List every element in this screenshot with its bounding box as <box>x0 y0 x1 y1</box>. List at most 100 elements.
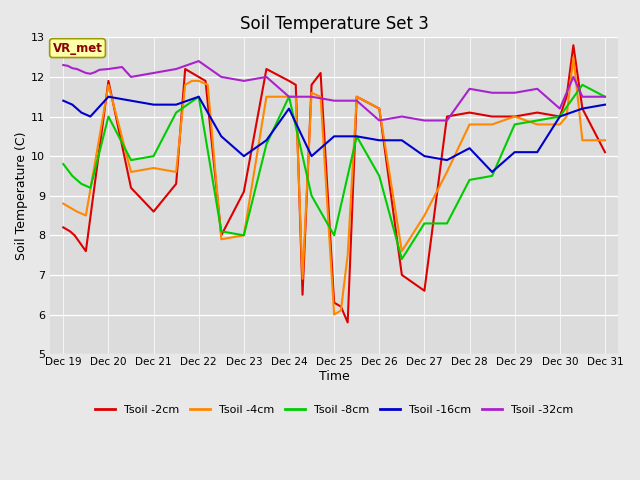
Tsoil -2cm <box>511 114 518 120</box>
Tsoil -2cm <box>60 225 67 230</box>
Tsoil -8cm <box>104 114 112 120</box>
Tsoil -4cm <box>511 114 518 120</box>
Tsoil -8cm <box>195 94 202 100</box>
Tsoil -4cm <box>262 94 270 100</box>
Tsoil -2cm <box>533 110 541 116</box>
Tsoil -16cm <box>601 102 609 108</box>
Tsoil -2cm <box>292 82 300 88</box>
Tsoil -32cm <box>511 90 518 96</box>
Tsoil -32cm <box>82 70 90 76</box>
Tsoil -32cm <box>420 118 428 123</box>
Line: Tsoil -2cm: Tsoil -2cm <box>63 45 605 323</box>
Tsoil -2cm <box>579 106 586 111</box>
Tsoil -8cm <box>511 121 518 127</box>
Tsoil -32cm <box>127 74 135 80</box>
Tsoil -4cm <box>285 94 293 100</box>
Tsoil -4cm <box>218 236 225 242</box>
Tsoil -2cm <box>202 78 209 84</box>
Tsoil -8cm <box>150 153 157 159</box>
Tsoil -8cm <box>376 173 383 179</box>
Tsoil -16cm <box>511 149 518 155</box>
Tsoil -4cm <box>533 121 541 127</box>
Tsoil -4cm <box>188 78 196 84</box>
Tsoil -4cm <box>443 169 451 175</box>
Tsoil -32cm <box>86 71 94 77</box>
Tsoil -4cm <box>308 90 316 96</box>
Tsoil -16cm <box>60 98 67 104</box>
Tsoil -16cm <box>262 137 270 143</box>
Tsoil -16cm <box>533 149 541 155</box>
Tsoil -8cm <box>466 177 474 183</box>
Tsoil -4cm <box>172 169 180 175</box>
Tsoil -8cm <box>488 173 496 179</box>
Tsoil -4cm <box>466 121 474 127</box>
Tsoil -32cm <box>172 66 180 72</box>
Tsoil -16cm <box>285 106 293 111</box>
Tsoil -8cm <box>285 94 293 100</box>
Tsoil -32cm <box>556 106 564 111</box>
Y-axis label: Soil Temperature (C): Soil Temperature (C) <box>15 132 28 260</box>
Tsoil -32cm <box>488 90 496 96</box>
Tsoil -16cm <box>556 114 564 120</box>
Tsoil -8cm <box>127 157 135 163</box>
Tsoil -32cm <box>570 74 577 80</box>
Tsoil -4cm <box>204 82 212 88</box>
Tsoil -2cm <box>172 181 180 187</box>
Tsoil -2cm <box>353 94 360 100</box>
Tsoil -8cm <box>308 193 316 199</box>
Tsoil -32cm <box>398 114 406 120</box>
Line: Tsoil -16cm: Tsoil -16cm <box>63 97 605 172</box>
Tsoil -4cm <box>376 106 383 111</box>
Tsoil -32cm <box>330 98 338 104</box>
Tsoil -16cm <box>308 153 316 159</box>
Tsoil -32cm <box>104 66 112 72</box>
Tsoil -2cm <box>240 189 248 195</box>
Tsoil -2cm <box>330 300 338 305</box>
Tsoil -2cm <box>317 70 324 76</box>
Tsoil -16cm <box>376 137 383 143</box>
Tsoil -2cm <box>66 228 74 234</box>
Tsoil -4cm <box>420 213 428 218</box>
Tsoil -8cm <box>68 173 76 179</box>
X-axis label: Time: Time <box>319 370 349 383</box>
Tsoil -16cm <box>353 133 360 139</box>
Tsoil -4cm <box>181 82 189 88</box>
Tsoil -32cm <box>579 94 586 100</box>
Tsoil -16cm <box>398 137 406 143</box>
Tsoil -16cm <box>420 153 428 159</box>
Tsoil -16cm <box>172 102 180 108</box>
Tsoil -8cm <box>579 82 586 88</box>
Tsoil -4cm <box>337 308 345 313</box>
Tsoil -2cm <box>195 74 202 80</box>
Tsoil -2cm <box>376 106 383 111</box>
Tsoil -4cm <box>299 276 307 282</box>
Tsoil -4cm <box>104 82 112 88</box>
Tsoil -2cm <box>570 42 577 48</box>
Tsoil -8cm <box>77 181 85 187</box>
Tsoil -4cm <box>82 213 90 218</box>
Tsoil -2cm <box>443 114 451 120</box>
Tsoil -2cm <box>285 78 293 84</box>
Tsoil -16cm <box>579 106 586 111</box>
Tsoil -8cm <box>420 220 428 226</box>
Tsoil -4cm <box>292 94 300 100</box>
Tsoil -32cm <box>64 63 72 69</box>
Tsoil -8cm <box>353 133 360 139</box>
Tsoil -16cm <box>127 98 135 104</box>
Tsoil -4cm <box>330 312 338 317</box>
Tsoil -32cm <box>91 69 99 75</box>
Tsoil -32cm <box>195 58 202 64</box>
Tsoil -2cm <box>337 304 345 310</box>
Tsoil -16cm <box>77 110 85 116</box>
Tsoil -32cm <box>68 65 76 71</box>
Tsoil -16cm <box>240 153 248 159</box>
Tsoil -16cm <box>443 157 451 163</box>
Tsoil -32cm <box>262 74 270 80</box>
Tsoil -16cm <box>488 169 496 175</box>
Tsoil -32cm <box>601 94 609 100</box>
Legend: Tsoil -2cm, Tsoil -4cm, Tsoil -8cm, Tsoil -16cm, Tsoil -32cm: Tsoil -2cm, Tsoil -4cm, Tsoil -8cm, Tsoi… <box>90 401 578 420</box>
Tsoil -4cm <box>353 94 360 100</box>
Tsoil -2cm <box>420 288 428 294</box>
Tsoil -4cm <box>579 137 586 143</box>
Tsoil -4cm <box>73 209 81 215</box>
